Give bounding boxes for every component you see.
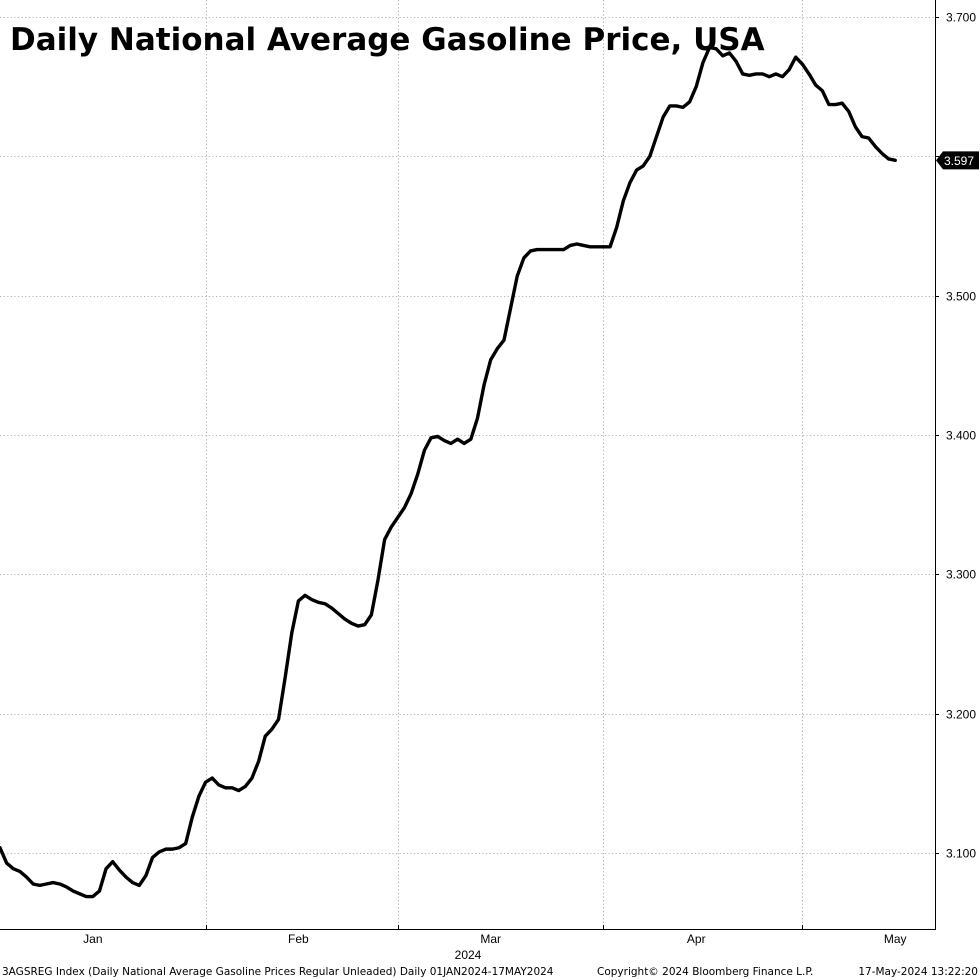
y-tick-label: 3.500 [946, 290, 976, 304]
y-tick-label: 3.400 [946, 429, 976, 443]
x-axis-year-label: 2024 [455, 948, 482, 962]
footer-security-text: 3AGSREG Index (Daily National Average Ga… [2, 966, 554, 978]
x-tick-label: May [884, 932, 907, 946]
y-tick-label: 3.200 [946, 708, 976, 722]
x-tick-label: Jan [83, 932, 102, 946]
last-value-label: 3.597 [944, 154, 974, 168]
x-tick-label: Apr [687, 932, 706, 946]
y-tick-label: 3.700 [946, 11, 976, 25]
grid-lines [0, 0, 935, 930]
x-axis-ticks: Jan Feb Mar Apr May [83, 925, 907, 946]
x-tick-label: Feb [288, 932, 309, 946]
series-layer [0, 45, 897, 899]
y-tick-label: 3.100 [946, 847, 976, 861]
footer-timestamp-text: 17-May-2024 13:22:20 [858, 966, 978, 978]
footer-copyright-text: Copyright© 2024 Bloomberg Finance L.P. [597, 966, 813, 978]
chart-title: Daily National Average Gasoline Price, U… [10, 22, 765, 58]
last-value-tag [936, 151, 979, 170]
series-line [0, 45, 897, 899]
last-value-marker: 3.597 [936, 151, 979, 170]
y-tick-label: 3.300 [946, 568, 976, 582]
x-tick-label: Mar [480, 932, 501, 946]
